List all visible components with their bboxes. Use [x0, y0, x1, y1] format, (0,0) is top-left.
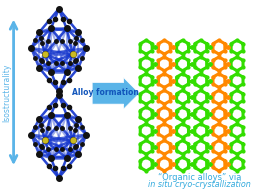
- Text: Alloy formation: Alloy formation: [73, 88, 139, 97]
- Text: in situ cryo-crystallization: in situ cryo-crystallization: [148, 180, 251, 189]
- FancyArrow shape: [92, 78, 139, 109]
- Text: Isostructurality: Isostructurality: [2, 63, 11, 122]
- Text: “Organic alloys” via: “Organic alloys” via: [158, 173, 242, 182]
